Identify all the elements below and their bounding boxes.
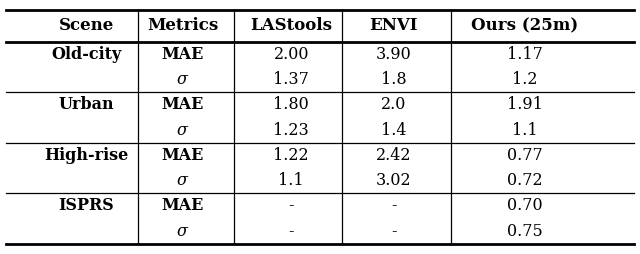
Text: 1.23: 1.23: [273, 122, 309, 139]
Text: 1.91: 1.91: [507, 96, 543, 113]
Text: 1.2: 1.2: [512, 71, 538, 88]
Text: -: -: [391, 197, 396, 214]
Text: MAE: MAE: [161, 96, 204, 113]
Text: -: -: [289, 223, 294, 240]
Text: 1.80: 1.80: [273, 96, 309, 113]
Text: 0.77: 0.77: [507, 147, 543, 164]
Text: 1.22: 1.22: [273, 147, 309, 164]
Text: -: -: [289, 197, 294, 214]
Text: σ: σ: [177, 172, 188, 189]
Text: Metrics: Metrics: [147, 18, 218, 35]
Text: 3.02: 3.02: [376, 172, 412, 189]
Text: 1.37: 1.37: [273, 71, 309, 88]
Text: σ: σ: [177, 71, 188, 88]
Text: 1.1: 1.1: [512, 122, 538, 139]
Text: MAE: MAE: [161, 197, 204, 214]
Text: Scene: Scene: [59, 18, 114, 35]
Text: Ours (25m): Ours (25m): [471, 18, 579, 35]
Text: σ: σ: [177, 223, 188, 240]
Text: MAE: MAE: [161, 147, 204, 164]
Text: ENVI: ENVI: [369, 18, 418, 35]
Text: 0.72: 0.72: [507, 172, 543, 189]
Text: σ: σ: [177, 122, 188, 139]
Text: 2.42: 2.42: [376, 147, 412, 164]
Text: 0.75: 0.75: [507, 223, 543, 240]
Text: 3.90: 3.90: [376, 46, 412, 63]
Text: 0.70: 0.70: [507, 197, 543, 214]
Text: -: -: [391, 223, 396, 240]
Text: 1.17: 1.17: [507, 46, 543, 63]
Text: 1.1: 1.1: [278, 172, 304, 189]
Text: LAStools: LAStools: [250, 18, 332, 35]
Text: High-rise: High-rise: [44, 147, 129, 164]
Text: Urban: Urban: [59, 96, 114, 113]
Text: ISPRS: ISPRS: [58, 197, 115, 214]
Text: Old-city: Old-city: [51, 46, 122, 63]
Text: 2.0: 2.0: [381, 96, 406, 113]
Text: 2.00: 2.00: [273, 46, 309, 63]
Text: 1.4: 1.4: [381, 122, 406, 139]
Text: MAE: MAE: [161, 46, 204, 63]
Text: 1.8: 1.8: [381, 71, 406, 88]
